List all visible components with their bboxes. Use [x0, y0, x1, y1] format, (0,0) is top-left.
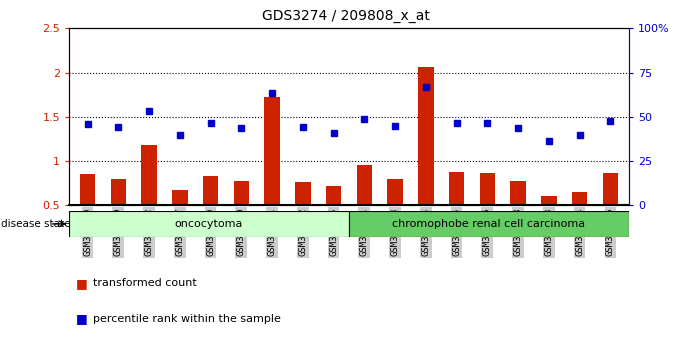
Text: oncocytoma: oncocytoma	[175, 219, 243, 229]
Text: percentile rank within the sample: percentile rank within the sample	[93, 314, 281, 324]
Bar	[69, 211, 349, 237]
Bar	[357, 166, 372, 205]
Bar	[111, 179, 126, 205]
Text: GDS3274 / 209808_x_at: GDS3274 / 209808_x_at	[262, 9, 429, 23]
Bar	[349, 211, 629, 237]
Bar	[572, 192, 587, 205]
Bar	[265, 97, 280, 205]
Bar	[480, 172, 495, 205]
Text: disease state: disease state	[1, 219, 70, 229]
Bar	[142, 145, 157, 205]
Bar	[203, 176, 218, 205]
Bar	[541, 196, 556, 205]
Bar	[326, 186, 341, 205]
Bar	[388, 179, 403, 205]
Bar	[80, 175, 95, 205]
Bar	[234, 181, 249, 205]
Bar	[603, 172, 618, 205]
Bar	[172, 190, 187, 205]
Text: chromophobe renal cell carcinoma: chromophobe renal cell carcinoma	[392, 219, 585, 229]
Bar	[511, 181, 526, 205]
Text: transformed count: transformed count	[93, 278, 197, 288]
Text: ■: ■	[76, 312, 88, 325]
Text: ■: ■	[76, 277, 88, 290]
Bar	[295, 182, 310, 205]
Bar	[418, 67, 433, 205]
Bar	[449, 172, 464, 205]
